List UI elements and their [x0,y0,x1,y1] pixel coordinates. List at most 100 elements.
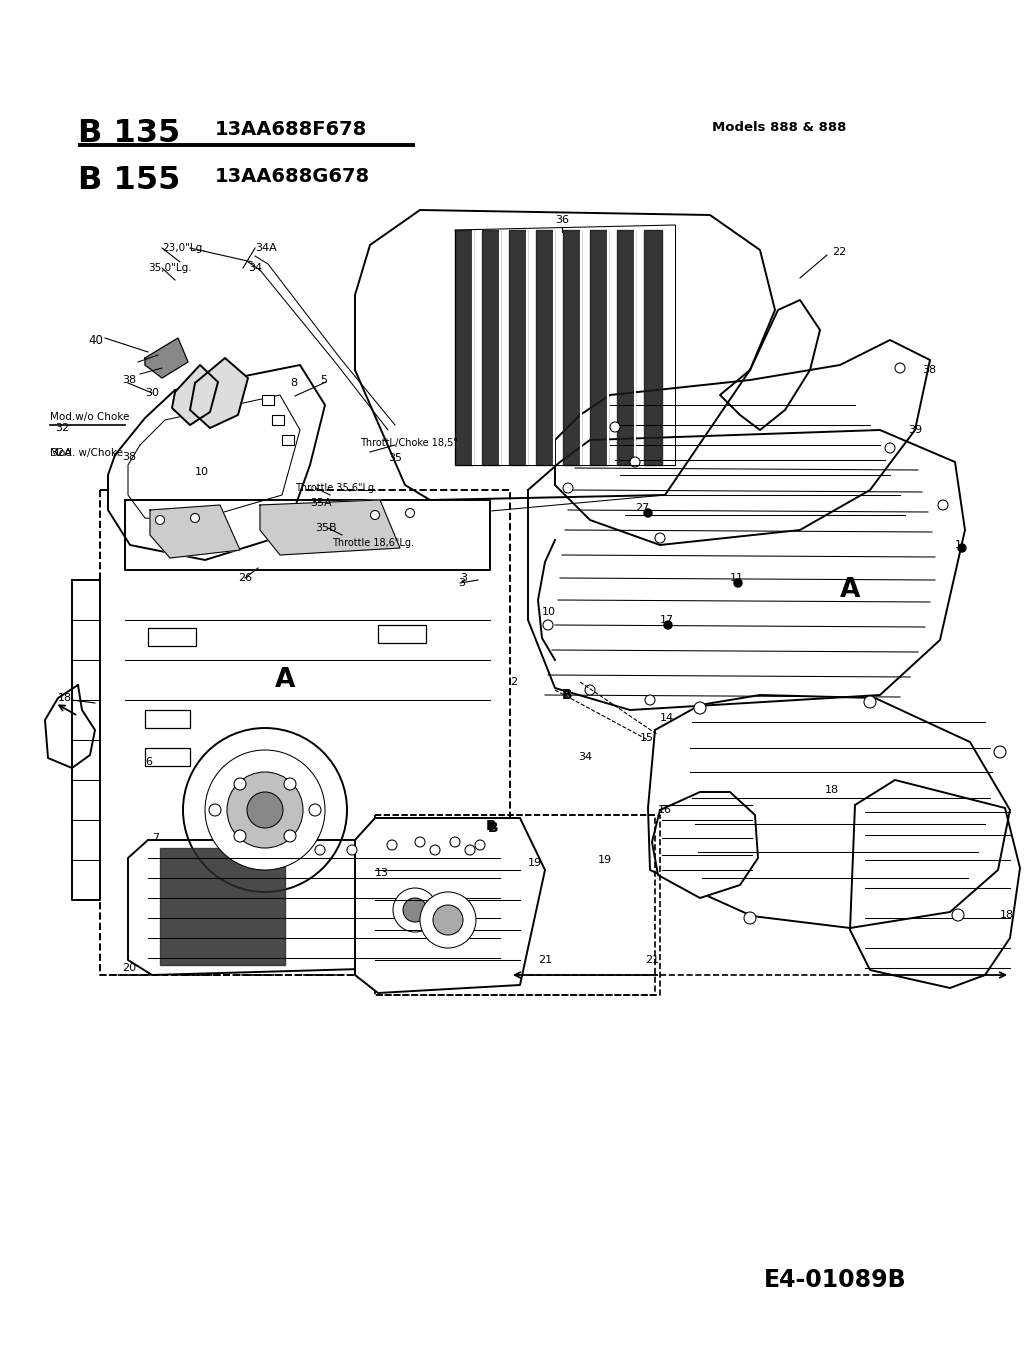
Polygon shape [536,231,554,465]
Circle shape [885,443,895,453]
Text: Models 888 & 888: Models 888 & 888 [712,121,846,133]
Text: 34A: 34A [255,243,277,253]
Text: 34: 34 [248,263,262,274]
Text: 19: 19 [528,857,542,868]
Circle shape [191,514,199,523]
Circle shape [430,845,440,855]
Text: 32A: 32A [50,448,72,458]
Circle shape [183,728,347,892]
Text: B: B [486,820,496,833]
Text: 22: 22 [832,247,846,257]
Bar [262,395,275,404]
Circle shape [645,696,655,705]
Circle shape [585,685,595,696]
Circle shape [406,508,415,518]
Circle shape [644,510,652,518]
Text: 34: 34 [578,752,592,762]
Circle shape [630,457,640,466]
Text: 32: 32 [55,423,69,433]
Text: 16: 16 [658,805,672,816]
Circle shape [415,837,425,847]
Text: 13AA688G678: 13AA688G678 [215,167,370,186]
Bar [282,435,294,445]
Circle shape [994,745,1006,758]
Circle shape [156,515,164,524]
Text: 13AA688F678: 13AA688F678 [215,120,367,139]
Text: 27: 27 [635,503,649,514]
Text: 19: 19 [598,855,612,865]
Polygon shape [355,210,775,500]
Circle shape [952,909,964,921]
Polygon shape [125,500,490,570]
Circle shape [744,913,756,923]
Text: 8: 8 [290,377,297,388]
Text: 35A: 35A [310,497,331,508]
Circle shape [387,840,397,851]
Circle shape [247,793,283,828]
Text: 13: 13 [375,868,389,878]
Polygon shape [128,840,522,975]
Text: 3: 3 [458,578,465,588]
Text: 14: 14 [660,713,674,723]
Polygon shape [509,231,527,465]
Circle shape [284,830,296,842]
Polygon shape [720,301,820,430]
Text: 26: 26 [238,573,252,582]
Text: 20: 20 [122,962,136,973]
Circle shape [227,772,303,848]
Polygon shape [590,231,608,465]
Text: 38: 38 [122,452,136,462]
Polygon shape [72,580,100,900]
Polygon shape [260,500,400,555]
Polygon shape [45,685,95,768]
Circle shape [209,803,221,816]
Text: 7: 7 [152,833,159,842]
Text: 17: 17 [660,615,674,625]
Text: 36: 36 [555,214,569,225]
Polygon shape [108,365,325,559]
Text: 5: 5 [320,375,327,386]
Circle shape [655,532,665,543]
Polygon shape [150,506,240,558]
Circle shape [309,803,321,816]
Circle shape [694,702,706,714]
Text: 38: 38 [922,365,936,375]
Text: Throttle 18,6"Lg.: Throttle 18,6"Lg. [332,538,414,549]
Circle shape [864,696,876,708]
Bar [272,415,284,425]
Text: 10: 10 [195,466,209,477]
Circle shape [420,892,476,948]
Polygon shape [482,231,499,465]
Text: 11: 11 [730,573,744,582]
Text: E4-01089B: E4-01089B [764,1268,906,1291]
Text: Mod. w/Choke: Mod. w/Choke [50,448,123,458]
Text: 2: 2 [510,677,517,687]
Circle shape [205,749,325,869]
Circle shape [543,620,553,630]
Circle shape [563,483,573,493]
Bar [378,625,426,643]
Text: 18: 18 [825,785,839,795]
Polygon shape [648,696,1010,927]
Text: 6: 6 [146,758,152,767]
Bar [148,628,196,646]
Polygon shape [355,818,545,993]
Text: 30: 30 [146,388,159,398]
Circle shape [347,845,357,855]
Polygon shape [563,231,581,465]
Circle shape [284,778,296,790]
Polygon shape [652,793,757,898]
Circle shape [234,830,246,842]
Text: 40: 40 [88,333,103,346]
Text: A: A [840,577,861,603]
Text: 3: 3 [460,573,467,582]
Text: B: B [488,821,498,834]
Polygon shape [850,780,1020,988]
Text: B 155: B 155 [78,164,181,195]
Text: B: B [562,687,573,702]
Text: 39: 39 [908,425,923,435]
Circle shape [895,363,905,373]
Circle shape [475,840,485,851]
Circle shape [610,422,620,431]
Circle shape [664,621,672,630]
